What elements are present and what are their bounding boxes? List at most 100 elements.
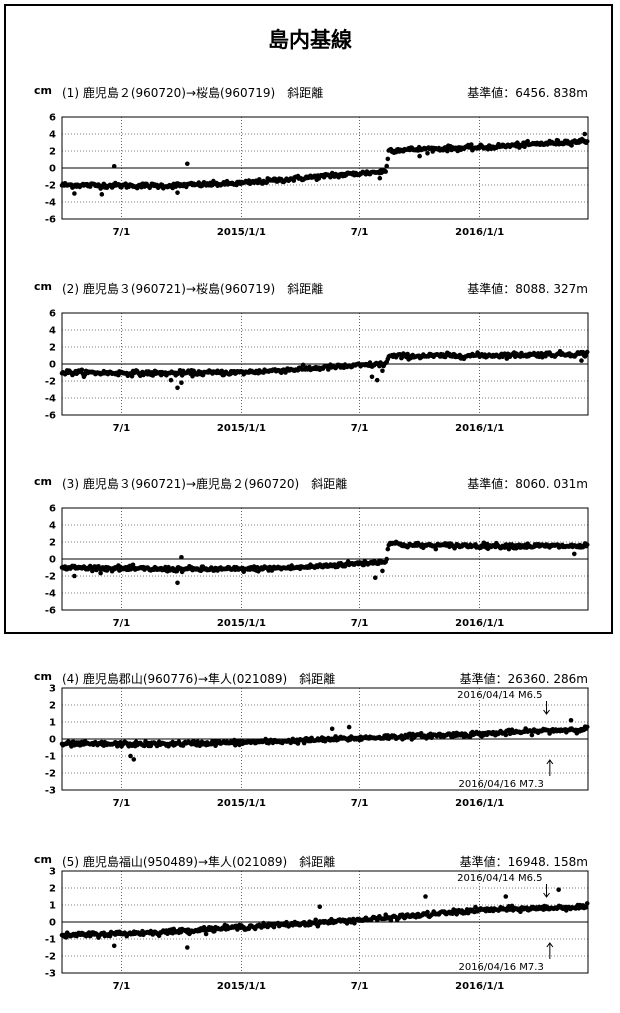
unit-label: cm — [34, 670, 52, 683]
data-point — [313, 917, 319, 923]
data-points — [59, 539, 590, 586]
x-tick-label: 7/1 — [351, 423, 369, 434]
annotation-label: 2016/04/16 M7.3 — [458, 962, 543, 973]
data-point — [525, 138, 530, 144]
y-tick-label: 2 — [49, 538, 56, 549]
data-point — [383, 169, 389, 174]
data-point — [380, 368, 385, 374]
data-point — [423, 894, 428, 899]
data-point — [179, 380, 184, 385]
x-tick-label: 2016/1/1 — [455, 798, 504, 809]
y-tick-label: 2 — [49, 884, 56, 895]
annotation-arrowhead — [543, 709, 550, 715]
data-point — [372, 575, 378, 580]
y-tick-label: -4 — [45, 589, 56, 600]
data-point — [329, 170, 335, 176]
y-tick-label: 0 — [49, 555, 56, 566]
data-point — [433, 546, 439, 552]
x-tick-label: 2015/1/1 — [217, 618, 266, 629]
data-point — [584, 901, 590, 906]
data-point — [72, 573, 77, 579]
data-point — [571, 551, 577, 557]
annotation-arrowhead — [543, 892, 550, 898]
x-tick-label: 7/1 — [351, 981, 369, 992]
y-tick-label: 2 — [49, 147, 56, 158]
data-point — [346, 724, 352, 730]
data-point — [579, 358, 584, 363]
data-point — [503, 732, 509, 738]
data-point — [469, 142, 474, 147]
x-tick-label: 7/1 — [113, 227, 131, 238]
x-tick-label: 7/1 — [113, 981, 131, 992]
data-point — [529, 732, 535, 738]
data-point — [79, 367, 85, 373]
data-point — [569, 143, 574, 148]
y-tick-label: -4 — [45, 394, 56, 405]
reference-value: 基準値：16948. 158m — [459, 855, 588, 869]
data-point — [384, 163, 390, 169]
y-tick-label: 4 — [49, 130, 56, 141]
data-point — [584, 724, 590, 730]
x-tick-label: 2016/1/1 — [455, 423, 504, 434]
y-tick-label: 4 — [49, 521, 56, 532]
data-point — [111, 943, 117, 949]
y-tick-label: -1 — [45, 935, 56, 946]
y-tick-label: -2 — [45, 181, 56, 192]
annotation-arrowhead — [546, 942, 554, 948]
data-point — [583, 905, 589, 910]
data-point — [385, 156, 391, 162]
data-point — [168, 377, 174, 383]
x-tick-label: 7/1 — [113, 618, 131, 629]
y-tick-label: -2 — [45, 572, 56, 583]
chart-title: (4) 鹿児島郡山(960776)→隼人(021089) 斜距離 — [62, 672, 336, 686]
reference-value: 基準値：8060. 031m — [467, 477, 588, 491]
data-points — [59, 349, 590, 391]
x-tick-label: 2016/1/1 — [455, 618, 504, 629]
y-tick-label: 0 — [49, 918, 56, 929]
data-point — [369, 374, 375, 380]
x-tick-label: 2015/1/1 — [217, 981, 266, 992]
chart-title: (5) 鹿児島福山(950489)→隼人(021089) 斜距離 — [62, 855, 336, 869]
data-point — [179, 555, 184, 560]
y-tick-label: 0 — [49, 735, 56, 746]
data-point — [584, 349, 590, 355]
y-tick-label: 6 — [49, 113, 56, 124]
annotation-label: 2016/04/14 M6.5 — [457, 690, 542, 701]
data-point — [111, 164, 117, 169]
x-tick-label: 7/1 — [351, 798, 369, 809]
y-tick-label: 6 — [49, 504, 56, 515]
y-tick-label: 1 — [49, 901, 56, 912]
data-point — [353, 170, 358, 176]
data-point — [584, 542, 590, 548]
reference-value: 基準値：26360. 286m — [459, 672, 588, 686]
data-point — [503, 894, 509, 899]
data-point — [300, 362, 306, 368]
y-tick-label: 3 — [49, 684, 56, 695]
data-point — [175, 385, 180, 391]
x-tick-label: 2016/1/1 — [455, 981, 504, 992]
scatter-plot: 6 4 2 0 -2 -4 -6 7/1 2015/1/1 7/1 2016/1/1 — [45, 309, 590, 434]
data-point — [333, 734, 338, 739]
data-point — [380, 568, 385, 574]
y-tick-label: -4 — [45, 198, 56, 209]
data-point — [522, 144, 527, 149]
data-points — [59, 131, 590, 197]
unit-label: cm — [34, 475, 52, 488]
scatter-plot: 3 2 1 0 -1 -2 -3 7/1 2015/1/1 7/1 2016/1/1 2016/04/… — [45, 867, 590, 992]
unit-label: cm — [34, 84, 52, 97]
data-points — [59, 887, 590, 950]
scatter-plot: 3 2 1 0 -1 -2 -3 7/1 2015/1/1 7/1 2016/1/1 2016/04/… — [45, 684, 590, 809]
inner-baseline-frame — [4, 4, 613, 634]
chart-title: (2) 鹿児島３(960721)→桜島(960719) 斜距離 — [62, 282, 324, 296]
data-point — [131, 757, 137, 762]
data-point — [175, 190, 180, 195]
data-point — [556, 887, 561, 892]
data-point — [425, 151, 430, 156]
data-point — [301, 740, 307, 746]
x-tick-label: 7/1 — [351, 227, 369, 238]
data-point — [568, 718, 574, 723]
x-tick-label: 2016/1/1 — [455, 227, 504, 238]
x-tick-label: 2015/1/1 — [217, 423, 266, 434]
y-tick-label: 6 — [49, 309, 56, 320]
chart-title: (1) 鹿児島２(960720)→桜島(960719) 斜距離 — [62, 86, 324, 100]
